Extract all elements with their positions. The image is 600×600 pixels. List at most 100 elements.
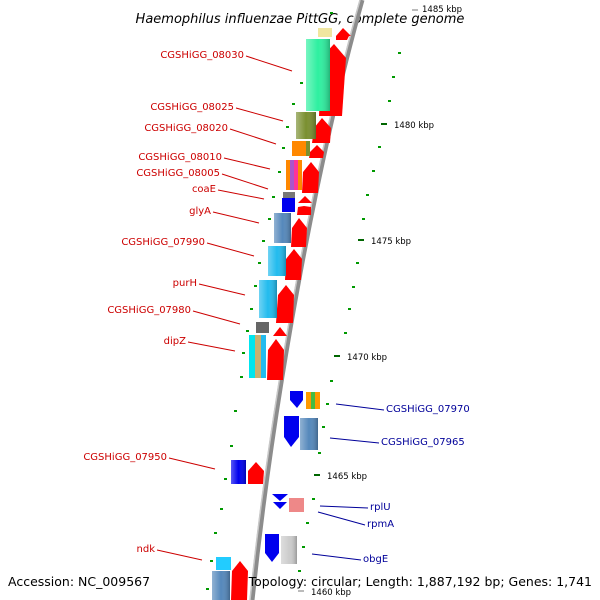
cds-arrow-reverse — [284, 416, 299, 447]
gene-box — [286, 160, 290, 190]
leader-line — [317, 511, 366, 526]
forward-cds-track — [231, 28, 351, 600]
gc-tick — [254, 285, 257, 287]
gene-box — [292, 141, 306, 156]
gene-box — [315, 392, 320, 409]
leader-line — [311, 553, 362, 561]
cds-arrow — [285, 249, 302, 280]
gc-tick — [330, 12, 333, 14]
ruler-label-1460: 1460 kbp — [311, 588, 351, 598]
gene-box — [256, 322, 269, 333]
ruler-label-1470: 1470 kbp — [347, 353, 387, 363]
gene-label[interactable]: CGSHiGG_08005 — [136, 168, 220, 179]
gene-label[interactable]: rplU — [370, 502, 391, 513]
gene-box — [231, 460, 246, 484]
gene-label[interactable]: coaE — [192, 184, 216, 195]
gene-label[interactable]: obgE — [363, 554, 388, 565]
leader-line — [156, 549, 203, 561]
gc-tick — [272, 196, 275, 198]
gene-box — [274, 213, 291, 243]
gene-box — [261, 335, 266, 378]
gene-label[interactable]: CGSHiGG_07980 — [107, 305, 191, 316]
gene-box — [282, 198, 295, 212]
gene-box — [255, 335, 261, 378]
gc-tick — [262, 240, 265, 242]
gene-box — [216, 557, 231, 570]
gc-tick — [302, 546, 305, 548]
gc-tick — [268, 218, 271, 220]
gc-tick — [234, 410, 237, 412]
gc-tick — [356, 262, 359, 264]
gene-box — [212, 571, 230, 600]
gene-label[interactable]: CGSHiGG_07990 — [121, 237, 205, 248]
gene-box — [306, 39, 330, 111]
gene-label[interactable]: CGSHiGG_07965 — [381, 437, 465, 448]
leader-line — [206, 242, 255, 257]
gc-tick — [362, 218, 365, 220]
gc-tick — [388, 100, 391, 102]
gene-label[interactable]: CGSHiGG_08025 — [150, 102, 234, 113]
cds-arrow-reverse — [265, 534, 279, 562]
gc-skew-track — [206, 12, 401, 590]
ruler-label-1480: 1480 kbp — [394, 121, 434, 131]
leader-line — [235, 107, 284, 122]
ruler-label-1485: 1485 kbp — [422, 5, 462, 15]
gene-label[interactable]: CGSHiGG_07970 — [386, 404, 470, 415]
leader-line — [329, 437, 380, 444]
genome-summary-text: Topology: circular; Length: 1,887,192 bp… — [248, 574, 592, 589]
gene-label[interactable]: CGSHiGG_08010 — [138, 152, 222, 163]
cds-arrow — [298, 196, 312, 203]
gc-tick — [306, 522, 309, 524]
gene-label[interactable]: glyA — [189, 206, 211, 217]
gc-tick — [300, 82, 303, 84]
leader-line — [198, 283, 246, 296]
gene-box — [294, 160, 298, 190]
gc-tick — [392, 76, 395, 78]
gene-label[interactable]: ndk — [137, 544, 156, 555]
gc-tick — [220, 508, 223, 510]
gene-label[interactable]: rpmA — [367, 519, 394, 530]
forward-gene-track — [212, 28, 332, 600]
leader-line — [245, 55, 293, 72]
gene-label[interactable]: CGSHiGG_08020 — [144, 123, 228, 134]
leader-line — [221, 173, 269, 190]
leader-line — [319, 505, 369, 509]
gene-box — [268, 246, 286, 276]
cds-arrow-reverse — [272, 494, 288, 501]
gc-tick — [378, 146, 381, 148]
cds-arrow — [336, 28, 351, 40]
gc-tick — [348, 308, 351, 310]
cds-arrow — [273, 327, 287, 336]
gc-tick — [210, 560, 213, 562]
gene-label[interactable]: CGSHiGG_07950 — [83, 452, 167, 463]
cds-arrow-reverse — [290, 391, 303, 408]
gene-label[interactable]: CGSHiGG_08030 — [160, 50, 244, 61]
gene-label[interactable]: dipZ — [164, 336, 186, 347]
gc-tick — [258, 262, 261, 264]
gc-tick — [282, 147, 285, 149]
gene-box — [296, 112, 316, 139]
gc-tick — [278, 171, 281, 173]
gene-box — [283, 192, 295, 198]
gc-tick — [330, 380, 333, 382]
gene-label[interactable]: purH — [173, 278, 197, 289]
cds-arrow-reverse — [273, 502, 287, 509]
gc-tick — [230, 445, 233, 447]
gc-tick — [398, 52, 401, 54]
gene-box — [306, 141, 310, 156]
cds-arrow — [297, 206, 311, 215]
cds-arrow — [231, 561, 248, 600]
leader-line — [212, 211, 260, 224]
gc-tick — [344, 332, 347, 334]
gene-box — [318, 28, 332, 37]
gc-tick — [312, 498, 315, 500]
gc-tick — [240, 376, 243, 378]
gc-tick — [224, 478, 227, 480]
leader-line — [168, 457, 216, 470]
cds-arrow — [267, 339, 284, 380]
gc-tick — [372, 170, 375, 172]
gc-tick — [326, 403, 329, 405]
gc-tick — [214, 532, 217, 534]
cds-arrow — [309, 145, 324, 158]
